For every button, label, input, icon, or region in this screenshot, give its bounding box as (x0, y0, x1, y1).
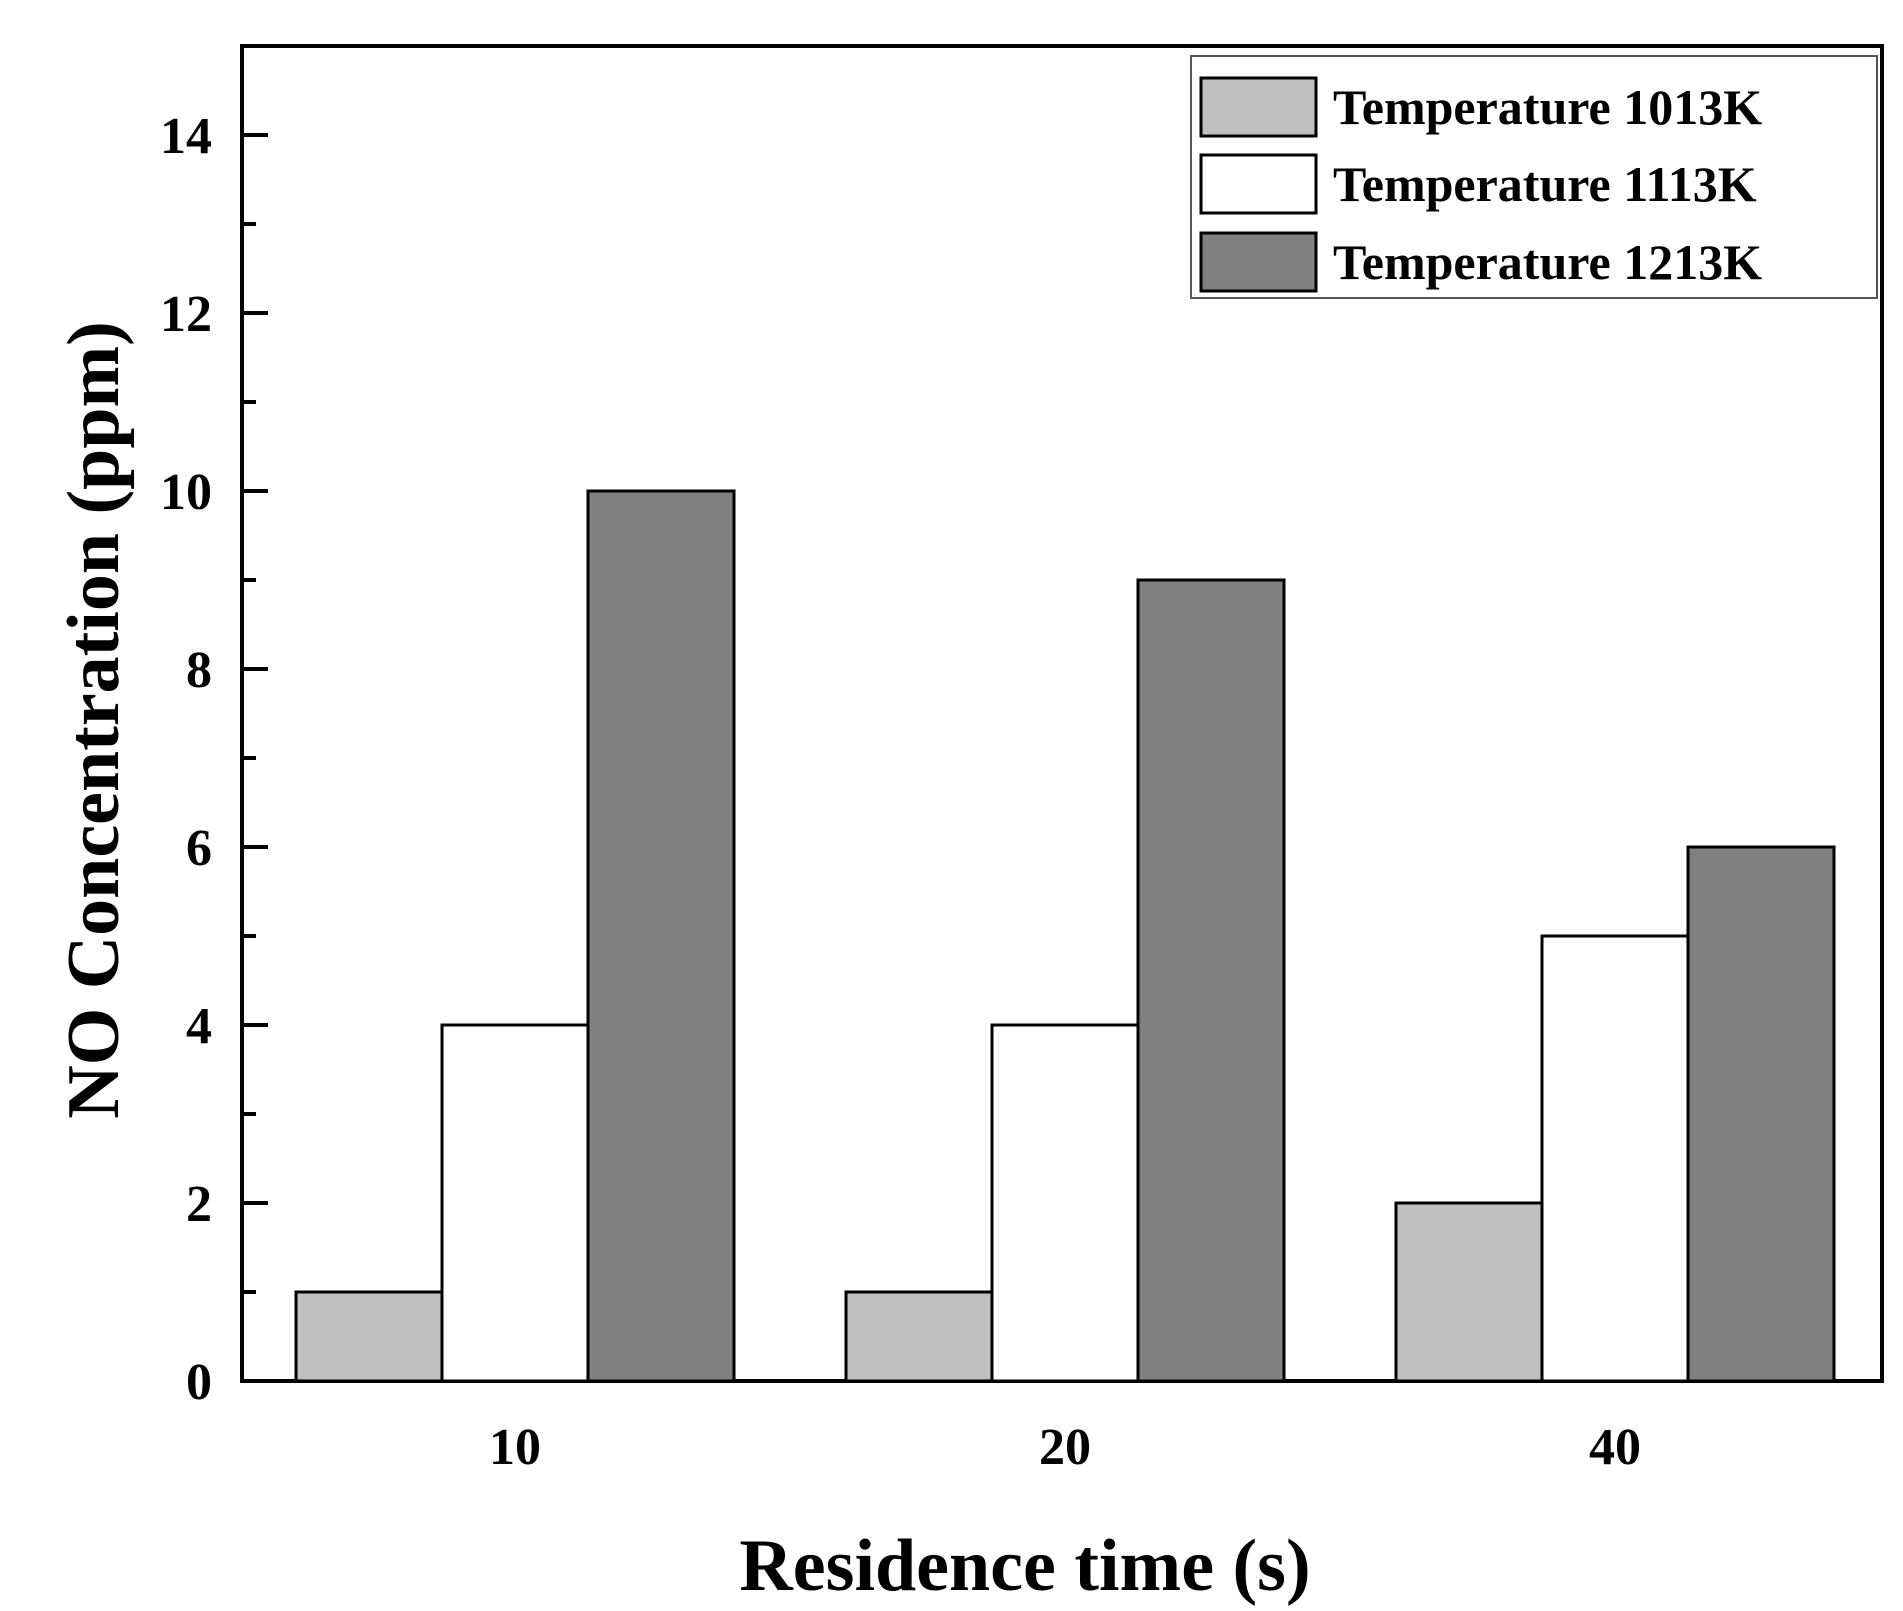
y-tick-label: 14 (160, 108, 212, 165)
y-axis: 0 2 4 6 8 10 12 14 (160, 108, 268, 1411)
legend-label-1: Temperature 1013K (1333, 79, 1762, 135)
y-tick-label: 8 (186, 642, 212, 699)
bar-20-1 (844, 1290, 994, 1383)
legend-swatch-3 (1199, 231, 1318, 293)
legend-swatch-2 (1199, 153, 1318, 215)
legend-swatch-1 (1199, 76, 1318, 138)
y-tick-label: 12 (160, 286, 212, 343)
y-axis-title: NO Concentration (ppm) (53, 321, 135, 1119)
x-tick-label: 40 (1589, 1419, 1641, 1476)
bar-10-1 (294, 1290, 444, 1383)
bar-40-2 (1540, 934, 1690, 1383)
y-tick-label: 6 (186, 820, 212, 877)
x-tick-label: 20 (1039, 1419, 1091, 1476)
legend-label-3: Temperature 1213K (1333, 234, 1762, 290)
x-tick-label: 10 (489, 1419, 541, 1476)
bar-20-2 (990, 1023, 1140, 1383)
bar-20-3 (1136, 578, 1286, 1383)
bar-40-1 (1394, 1201, 1544, 1383)
bars (294, 489, 1836, 1383)
y-tick-label: 4 (186, 998, 212, 1055)
legend: Temperature 1013K Temperature 1113K Temper… (1190, 55, 1878, 299)
bar-10-2 (440, 1023, 590, 1383)
x-axis: 10 20 40 (489, 1419, 1641, 1476)
legend-label-2: Temperature 1113K (1333, 156, 1757, 212)
y-tick-label: 0 (186, 1354, 212, 1411)
y-tick-label: 2 (186, 1176, 212, 1233)
bar-10-3 (586, 489, 736, 1383)
bar-40-3 (1686, 845, 1836, 1383)
y-tick-label: 10 (160, 464, 212, 521)
x-axis-title: Residence time (s) (739, 1525, 1310, 1607)
